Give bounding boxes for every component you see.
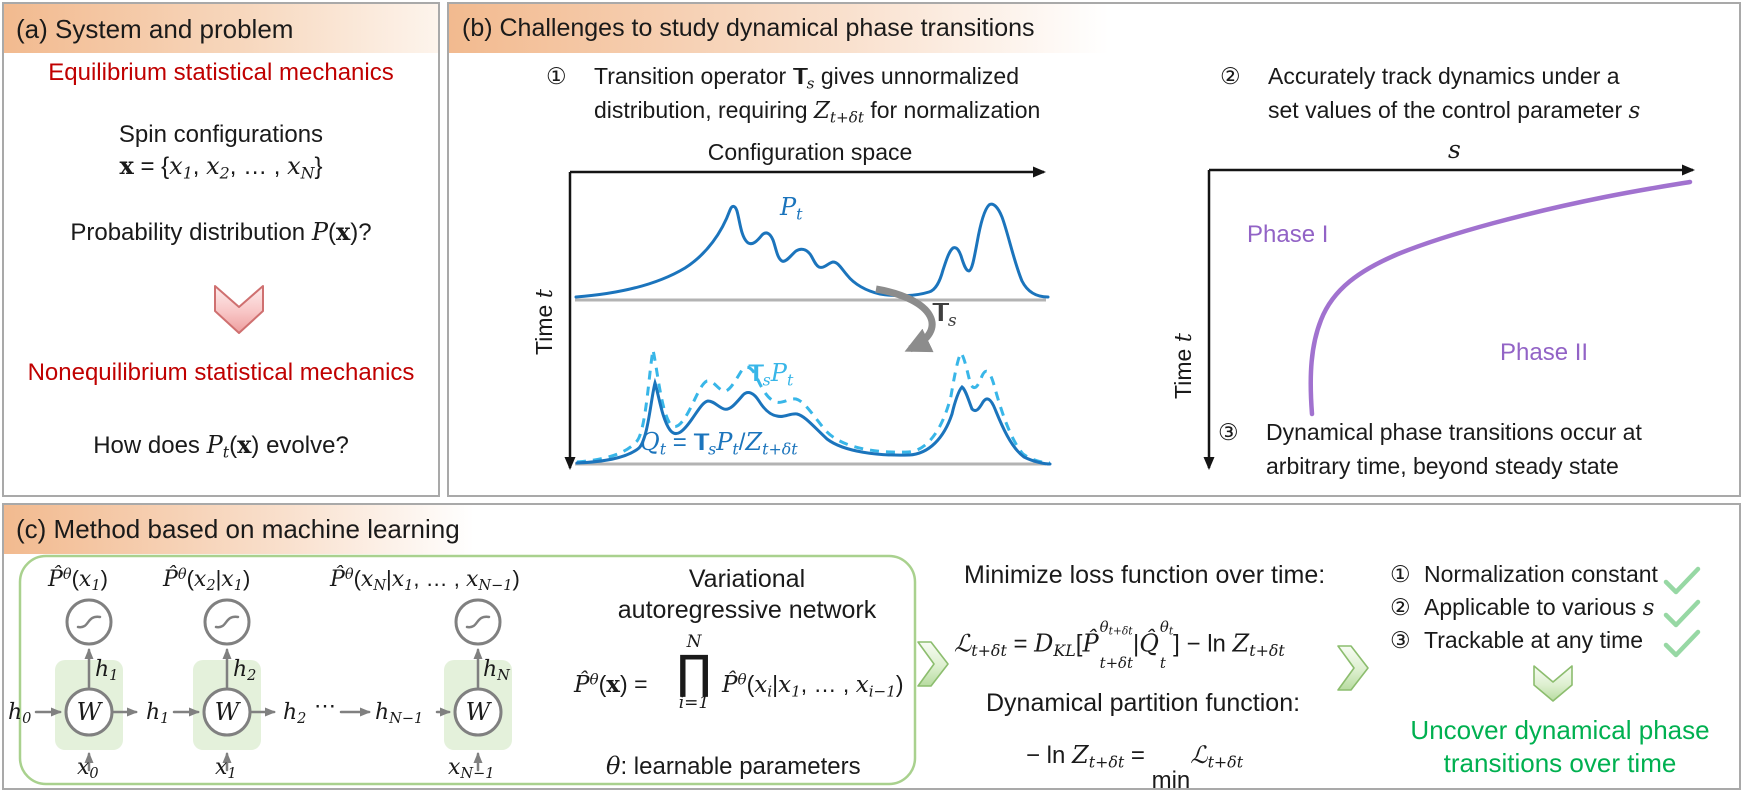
van-formula-lhs: P̂θ(x) = [574,670,648,698]
h1-label: h1 [95,657,119,685]
van-title-line-1: Variational [688,565,806,593]
panel-b-title: (b) Challenges to study dynamical phase … [462,14,1035,42]
rnn-output-label-2: P̂θ(x2|x1) [163,566,251,595]
conclusion-line-2: transitions over time [1443,748,1677,778]
panel-b-header-band [449,4,1109,53]
result-1-number: ① [1390,561,1411,587]
result-2-text: Applicable to various s [1424,594,1655,621]
result-1-text: Normalization constant [1424,561,1658,587]
item-3-number: ③ [1218,419,1239,445]
panel-a [2,2,440,497]
phase-1-label: Phase I [1247,221,1329,248]
h2-mid-label: h2 [283,700,307,728]
W-label-1: W [76,698,102,726]
partition-formula: − ln Zt+δt = minθt+δtℒt+δt [1026,740,1243,792]
W-label-2: W [214,698,240,726]
plot1-ylabel: Time t [531,289,559,355]
partition-title: Dynamical partition function: [986,689,1301,717]
panel-a-title: (a) System and problem [16,14,294,44]
result-3-text: Trackable at any time [1424,627,1644,653]
panel-a-header-band [4,4,438,53]
rnn-output-label-3: P̂θ(xN|x1, … , xN−1) [330,566,520,595]
Pt-curve-label: Pt [780,193,803,224]
item-2-line-2: set values of the control parameter s [1268,97,1641,124]
rnn-output-label-1: P̂θ(x1) [48,566,108,595]
plot2-ylabel: Time t [1170,333,1198,399]
product-operator: N ∏ i=1 [676,632,712,713]
phase-2-label: Phase II [1500,339,1589,366]
equilibrium-label: Equilibrium statistical mechanics [48,59,394,86]
spin-configurations-formula: x = {x1, x2, … , xN} [119,151,323,183]
van-title-line-2: autoregressive network [617,596,877,624]
item-1-number: ① [546,63,567,89]
item-1-line-2: distribution, requiring Zt+δt for normal… [594,97,1041,127]
xN-1-label: xN−1 [448,755,495,783]
plot2-xlabel: s [1448,135,1461,164]
conclusion-line-1: Uncover dynamical phase [1410,715,1710,745]
loss-title: Minimize loss function over time: [964,561,1326,589]
loss-formula: ℒt+δt = DKL[P̂ θt+δt t+δt |Q̂ θt t] − ln Zt+δ… [954,618,1285,672]
hN-1-label: hN−1 [375,700,424,728]
panel-c-title: (c) Method based on machine learning [16,514,460,544]
P-sup-sub: θt+δt t+δt [1099,618,1133,672]
spin-configurations-caption: Spin configurations [118,121,324,148]
item-3-line-2: arbitrary time, beyond steady state [1266,453,1619,479]
van-formula-rhs: P̂θ(xi|x1, … , xi−1) [722,670,904,701]
hN-label: hN [483,657,510,685]
h0-label: h0 [8,700,32,728]
item-2-number: ② [1220,63,1241,89]
product-symbol: ∏ [676,645,712,699]
nonequilibrium-label: Nonequilibrium statistical mechanics [27,359,415,386]
x0-label: x0 [77,755,99,783]
result-2-number: ② [1390,594,1411,620]
result-3-number: ③ [1390,627,1411,653]
min-operator: minθt+δt [1151,767,1191,792]
h2-label: h2 [233,657,257,685]
probability-question: Probability distribution P(x)? [70,217,372,246]
item-2-line-1: Accurately track dynamics under a [1268,63,1620,89]
x1-label: x1 [215,755,237,783]
panel-c-header-band [4,505,474,554]
ellipsis-label: ⋯ [314,693,336,718]
theta-note: θ: learnable parameters [606,752,861,780]
h1-mid-label: h1 [146,700,170,728]
evolve-question: How does Pt(x) evolve? [93,430,349,462]
Q-sup-sub: θt t [1159,618,1174,672]
item-3-line-1: Dynamical phase transitions occur at [1266,419,1642,445]
plot1-xlabel: Configuration space [707,139,913,165]
W-label-3: W [465,698,491,726]
